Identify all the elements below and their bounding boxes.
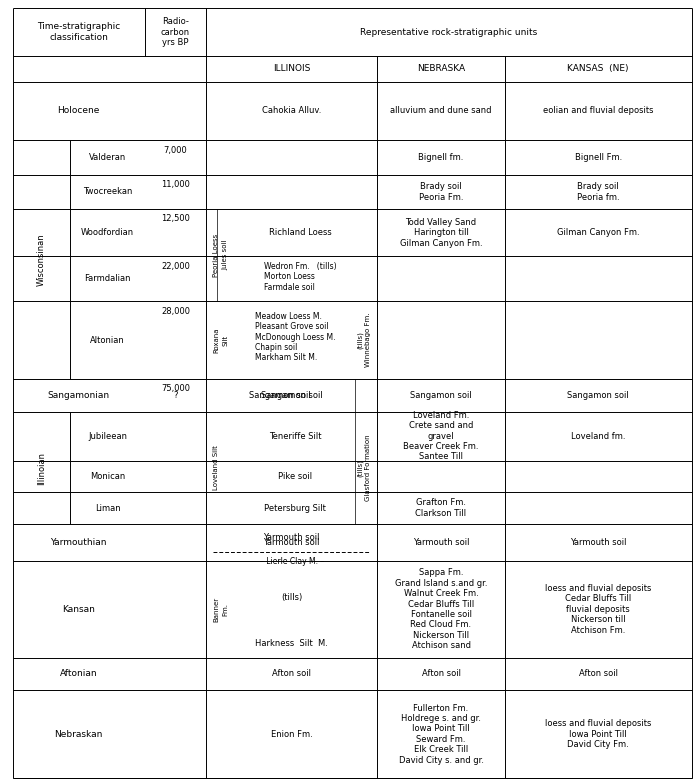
Text: Wedron Fm.   (tills)
Morton Loess
Farmdale soil: Wedron Fm. (tills) Morton Loess Farmdale… bbox=[264, 262, 337, 292]
Text: 7,000: 7,000 bbox=[164, 146, 188, 155]
Text: ?: ? bbox=[174, 390, 178, 400]
Text: Afton soil: Afton soil bbox=[421, 670, 461, 678]
Text: Loveland Fm.
Crete sand and
gravel
Beaver Creek Fm.
Santee Till: Loveland Fm. Crete sand and gravel Beave… bbox=[403, 411, 479, 462]
Text: Wisconsinan: Wisconsinan bbox=[37, 234, 46, 286]
Text: Sangamonian: Sangamonian bbox=[48, 390, 110, 400]
Text: Kansan: Kansan bbox=[62, 605, 95, 614]
Text: loess and fluvial deposits
Cedar Bluffs Till
fluvial deposits
Nickerson till
Atc: loess and fluvial deposits Cedar Bluffs … bbox=[545, 584, 652, 635]
Text: Loveland fm.: Loveland fm. bbox=[571, 432, 626, 441]
Text: alluvium and dune sand: alluvium and dune sand bbox=[391, 107, 492, 115]
Text: Richland Loess: Richland Loess bbox=[269, 228, 332, 238]
Text: Loveland Silt: Loveland Silt bbox=[214, 445, 219, 491]
Text: Woodfordian: Woodfordian bbox=[81, 228, 134, 238]
Text: Grafton Fm.
Clarkson Till: Grafton Fm. Clarkson Till bbox=[416, 499, 467, 517]
Text: Harkness  Silt  M.: Harkness Silt M. bbox=[256, 639, 328, 648]
Text: 28,000: 28,000 bbox=[161, 307, 190, 316]
Text: KANSAS  (NE): KANSAS (NE) bbox=[568, 64, 629, 74]
Text: (tills): (tills) bbox=[281, 593, 302, 602]
Text: 12,500: 12,500 bbox=[161, 215, 190, 223]
Text: Fullerton Fm.
Holdrege s. and gr.
Iowa Point Till
Seward Fm.
Elk Creek Till
Davi: Fullerton Fm. Holdrege s. and gr. Iowa P… bbox=[398, 703, 484, 764]
Text: eolian and fluvial deposits: eolian and fluvial deposits bbox=[543, 107, 654, 115]
Text: Sappa Fm.
Grand Island s.and gr.
Walnut Creek Fm.
Cedar Bluffs Till
Fontanelle s: Sappa Fm. Grand Island s.and gr. Walnut … bbox=[395, 568, 487, 650]
Text: Teneriffe Silt: Teneriffe Silt bbox=[269, 432, 321, 441]
Text: Todd Valley Sand
Harington till
Gilman Canyon Fm.: Todd Valley Sand Harington till Gilman C… bbox=[400, 218, 482, 248]
Text: Bignell Fm.: Bignell Fm. bbox=[575, 153, 622, 162]
Text: Jules soil: Jules soil bbox=[222, 240, 228, 270]
Text: Nebraskan: Nebraskan bbox=[55, 729, 103, 739]
Text: Petersburg Silt: Petersburg Silt bbox=[264, 503, 326, 513]
Text: 11,000: 11,000 bbox=[161, 180, 190, 189]
Text: Representative rock-stratigraphic units: Representative rock-stratigraphic units bbox=[360, 27, 538, 37]
Text: Peoria Loess: Peoria Loess bbox=[213, 234, 218, 277]
Text: (tills): (tills) bbox=[357, 331, 363, 349]
Text: Pike soil: Pike soil bbox=[278, 472, 312, 481]
Text: Fm.: Fm. bbox=[223, 603, 229, 616]
Text: Yarmouth soil: Yarmouth soil bbox=[570, 539, 626, 547]
Text: Bignell fm.: Bignell fm. bbox=[419, 153, 463, 162]
Text: Gilman Canyon Fm.: Gilman Canyon Fm. bbox=[557, 228, 640, 238]
Text: 22,000: 22,000 bbox=[161, 262, 190, 271]
Text: (tills): (tills) bbox=[357, 459, 363, 477]
Text: Cahokia Alluv.: Cahokia Alluv. bbox=[262, 107, 321, 115]
Text: Afton soil: Afton soil bbox=[579, 670, 617, 678]
Text: Silt: Silt bbox=[223, 335, 229, 346]
Text: Holocene: Holocene bbox=[57, 107, 100, 115]
Text: – Lierle Clay M. –: – Lierle Clay M. – bbox=[260, 557, 324, 567]
Text: Meadow Loess M.
Pleasant Grove soil
McDonough Loess M.
Chapin soil
Markham Silt : Meadow Loess M. Pleasant Grove soil McDo… bbox=[255, 312, 335, 362]
Text: Altonian: Altonian bbox=[90, 336, 125, 345]
Text: Afton soil: Afton soil bbox=[272, 670, 312, 678]
Text: Sangamon soil: Sangamon soil bbox=[568, 390, 629, 400]
Text: Glasford Formation: Glasford Formation bbox=[365, 434, 371, 501]
Text: 75,000: 75,000 bbox=[161, 384, 190, 394]
Text: Farmdalian: Farmdalian bbox=[85, 274, 131, 283]
Text: Sangamon soil: Sangamon soil bbox=[410, 390, 472, 400]
Text: Yarmouthian: Yarmouthian bbox=[50, 539, 107, 547]
Text: Winnebago Fm.: Winnebago Fm. bbox=[365, 313, 371, 368]
Text: Sangamon soil: Sangamon soil bbox=[248, 390, 311, 400]
Text: Yarmouth soil: Yarmouth soil bbox=[263, 533, 320, 542]
Text: loess and fluvial deposits
Iowa Point Till
David City Fm.: loess and fluvial deposits Iowa Point Ti… bbox=[545, 719, 652, 749]
Text: Twocreekan: Twocreekan bbox=[83, 187, 132, 196]
Text: Enion Fm.: Enion Fm. bbox=[271, 729, 312, 739]
Text: Sangamon soil: Sangamon soil bbox=[261, 390, 323, 400]
Text: Liman: Liman bbox=[94, 503, 120, 513]
Text: Brady soil
Peoria Fm.: Brady soil Peoria Fm. bbox=[419, 182, 463, 201]
Text: Brady soil
Peoria fm.: Brady soil Peoria fm. bbox=[577, 182, 620, 201]
Text: Yarmouth soil: Yarmouth soil bbox=[413, 539, 469, 547]
Text: Aftonian: Aftonian bbox=[60, 670, 97, 678]
Text: Illinoian: Illinoian bbox=[37, 452, 46, 485]
Text: Roxana: Roxana bbox=[214, 328, 219, 353]
Text: Banner: Banner bbox=[214, 597, 219, 622]
Text: Jubileean: Jubileean bbox=[88, 432, 127, 441]
Text: Valderan: Valderan bbox=[89, 153, 126, 162]
Text: ILLINOIS: ILLINOIS bbox=[273, 64, 310, 74]
Text: Yarmouth soil: Yarmouth soil bbox=[263, 539, 320, 547]
Text: Time-stratigraphic
classification: Time-stratigraphic classification bbox=[37, 23, 120, 42]
Text: Monican: Monican bbox=[90, 472, 125, 481]
Text: NEBRASKA: NEBRASKA bbox=[417, 64, 465, 74]
Text: Radio-
carbon
yrs BP: Radio- carbon yrs BP bbox=[161, 17, 190, 47]
